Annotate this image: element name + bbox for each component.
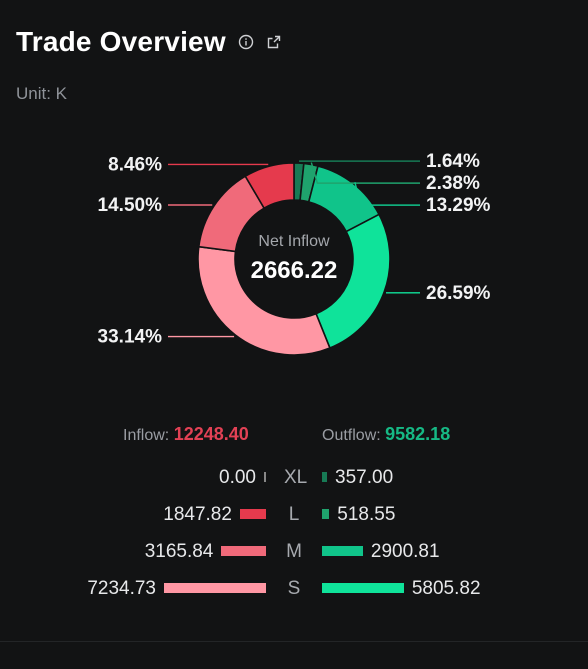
donut-slice-inflow-l[interactable] xyxy=(244,162,295,210)
inflow-summary: Inflow: 12248.40 xyxy=(123,424,249,445)
inflow-total: 12248.40 xyxy=(173,424,249,444)
outflow-bar-m xyxy=(322,546,363,556)
inflow-value-m: 3165.84 xyxy=(144,541,214,562)
inflow-bar-xl xyxy=(264,472,266,482)
header: Trade Overview xyxy=(16,22,282,62)
outflow-value-s: 5805.82 xyxy=(411,578,481,599)
donut-slice-inflow-s[interactable] xyxy=(197,245,331,356)
category-label-s: S xyxy=(287,578,301,599)
outflow-total: 9582.18 xyxy=(385,424,451,444)
outflow-bar-s xyxy=(322,583,404,593)
net-inflow-label: Net Inflow xyxy=(258,233,330,250)
callout-line-outflow-m xyxy=(354,182,420,206)
donut-label-outflow-s: 26.59% xyxy=(426,283,491,304)
outflow-value-l: 518.55 xyxy=(337,504,396,525)
flow-row-xl: 0.00 XL 357.00 xyxy=(0,466,588,490)
donut-label-outflow-m: 13.29% xyxy=(426,195,491,216)
outflow-value-xl: 357.00 xyxy=(335,467,394,488)
inflow-label: Inflow: xyxy=(123,427,170,444)
net-inflow-value: 2666.22 xyxy=(251,257,338,284)
donut-label-inflow-s: 33.14% xyxy=(98,327,163,348)
share-icon[interactable] xyxy=(266,34,282,50)
donut-label-inflow-m: 14.50% xyxy=(98,195,163,216)
donut-label-outflow-l: 2.38% xyxy=(426,173,480,194)
outflow-bar-xl xyxy=(322,472,328,482)
unit-label: Unit: K xyxy=(16,84,68,103)
category-label-m: M xyxy=(286,541,302,562)
outflow-bar-l xyxy=(322,509,330,519)
inflow-bar-m xyxy=(221,546,266,556)
category-label-xl: XL xyxy=(284,467,308,488)
info-icon[interactable] xyxy=(238,34,254,50)
outflow-value-m: 2900.81 xyxy=(370,541,440,562)
flow-row-l: 1847.82 L 518.55 xyxy=(0,503,588,527)
inflow-bar-s xyxy=(164,583,266,593)
outflow-label: Outflow: xyxy=(322,427,381,444)
category-label-l: L xyxy=(288,504,300,525)
divider xyxy=(0,641,588,642)
callout-line-outflow-l xyxy=(310,162,420,184)
donut-label-outflow-xl: 1.64% xyxy=(426,151,480,172)
inflow-value-xl: 0.00 xyxy=(219,467,256,488)
inflow-value-s: 7234.73 xyxy=(87,578,156,599)
inflow-value-l: 1847.82 xyxy=(163,504,232,525)
outflow-summary: Outflow: 9582.18 xyxy=(322,424,450,445)
net-inflow-donut-chart: 1.64%2.38%13.29%26.59%8.46%14.50%33.14% … xyxy=(98,151,491,356)
donut-label-inflow-l: 8.46% xyxy=(108,154,162,175)
inflow-bar-l xyxy=(239,509,266,519)
flow-row-s: 7234.73 S 5805.82 xyxy=(0,577,588,601)
flow-row-m: 3165.84 M 2900.81 xyxy=(0,540,588,564)
page-title: Trade Overview xyxy=(16,26,226,57)
